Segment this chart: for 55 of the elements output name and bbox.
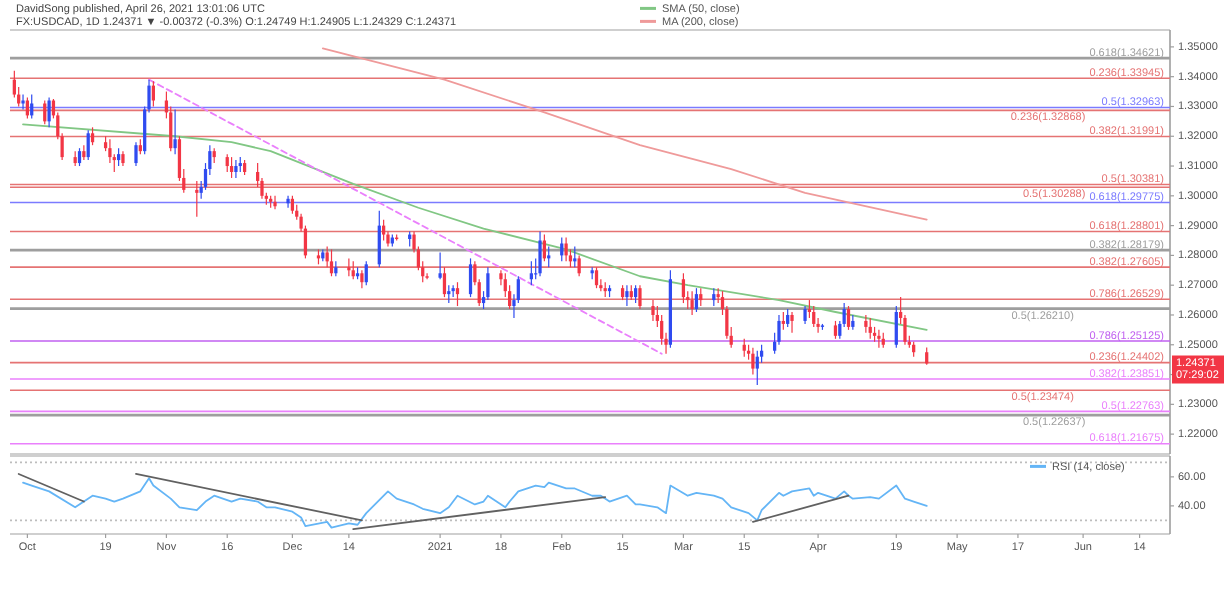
candlestick	[108, 138, 112, 164]
candlestick	[347, 257, 351, 277]
candlestick	[364, 260, 368, 286]
candlestick	[529, 260, 533, 286]
candlestick	[751, 347, 755, 376]
candlestick	[864, 314, 868, 334]
candlestick	[455, 281, 460, 307]
candlestick	[651, 299, 655, 322]
candlestick	[560, 236, 564, 262]
candlestick	[755, 350, 759, 386]
candlestick	[329, 248, 334, 277]
candlestick	[82, 144, 86, 161]
candlestick	[442, 266, 447, 298]
candlestick	[638, 284, 642, 310]
candlestick	[438, 251, 442, 280]
candlestick	[273, 195, 277, 210]
candlestick	[681, 272, 686, 304]
candlestick	[286, 195, 290, 209]
candlestick	[846, 305, 851, 331]
candlestick	[694, 287, 699, 313]
candlestick	[234, 159, 238, 179]
candlestick	[382, 219, 386, 242]
candlestick	[151, 80, 155, 108]
candlestick	[877, 329, 881, 349]
candlestick	[790, 311, 794, 334]
line-series	[22, 477, 928, 529]
candlestick	[564, 236, 568, 262]
candlestick	[690, 290, 694, 316]
candlestick	[660, 314, 664, 346]
candlestick	[486, 266, 490, 301]
candlestick	[777, 314, 781, 346]
candlestick	[377, 210, 381, 268]
candlestick	[451, 284, 455, 298]
candlestick	[625, 284, 629, 307]
candlestick	[868, 317, 872, 340]
candlestick	[812, 305, 816, 328]
candlestick	[325, 245, 329, 268]
candlestick	[30, 93, 34, 119]
candlestick	[468, 257, 473, 298]
candlestick	[229, 156, 234, 179]
candlestick	[12, 70, 16, 99]
candlestick	[47, 96, 51, 128]
candlestick	[547, 245, 551, 268]
line-series	[321, 47, 928, 221]
candlestick	[577, 254, 581, 277]
candlestick	[173, 108, 177, 155]
candlestick	[134, 141, 138, 167]
candlestick	[538, 230, 542, 277]
candlestick	[195, 180, 199, 218]
candlestick	[894, 305, 898, 349]
candlestick	[86, 129, 90, 161]
candlestick	[594, 266, 599, 289]
candlestick	[573, 245, 577, 268]
candlestick	[43, 99, 47, 125]
line-series	[22, 123, 928, 331]
